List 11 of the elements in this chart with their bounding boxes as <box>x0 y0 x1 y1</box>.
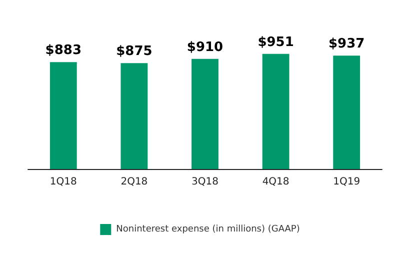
x-tick-label: 1Q18 <box>50 176 77 188</box>
x-tick-label: 2Q18 <box>120 176 148 188</box>
legend-label: Noninterest expense (in millions) (GAAP) <box>116 224 300 234</box>
data-label: $875 <box>116 44 152 60</box>
data-label: $951 <box>258 34 294 50</box>
x-tick-label: 3Q18 <box>192 176 218 188</box>
x-tick-label: 1Q19 <box>333 176 360 188</box>
x-tick-label: 4Q18 <box>262 176 290 188</box>
data-label: $910 <box>186 40 224 55</box>
data-label: $937 <box>328 36 365 52</box>
data-label: $883 <box>45 43 82 58</box>
